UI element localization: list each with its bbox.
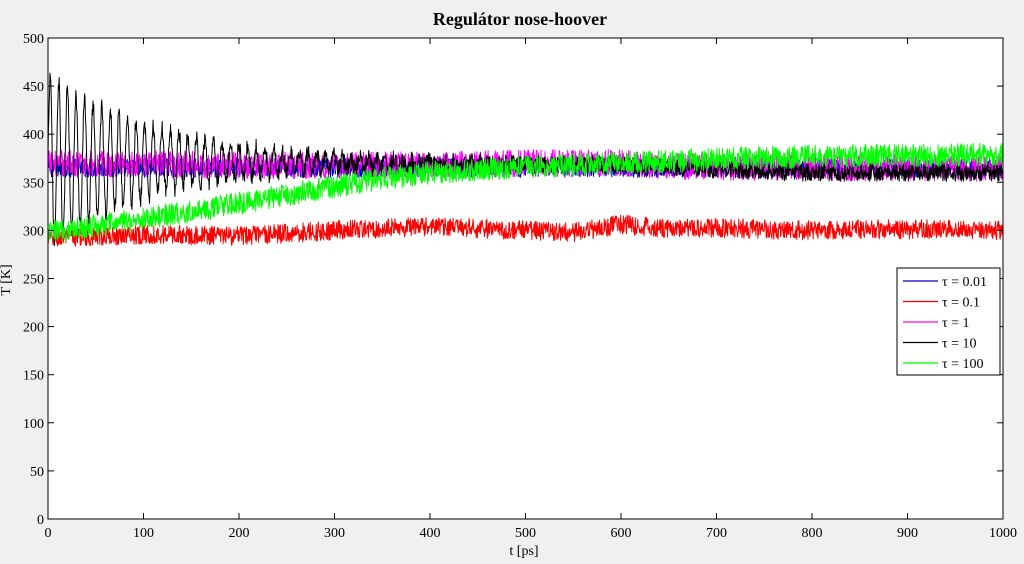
x-axis-label: t [ps] <box>509 544 538 559</box>
y-tick-label: 100 <box>23 417 44 432</box>
y-tick-label: 0 <box>37 513 44 528</box>
series-layer <box>47 72 1004 247</box>
y-tick-label: 350 <box>23 176 44 191</box>
chart-title: Regulátor nose-hoover <box>433 9 607 29</box>
series-line-1 <box>47 214 1004 247</box>
y-axis-label: T [K] <box>0 264 14 295</box>
y-tick-label: 150 <box>23 369 44 384</box>
y-tick-label: 450 <box>23 80 44 95</box>
y-tick-label: 50 <box>30 465 44 480</box>
x-tick-label: 700 <box>706 526 727 541</box>
x-tick-label: 1000 <box>989 526 1017 541</box>
x-tick-label: 600 <box>611 526 632 541</box>
series-line-4 <box>47 142 1004 242</box>
plot-area <box>48 38 1003 519</box>
x-tick-label: 400 <box>420 526 441 541</box>
x-tick-label: 800 <box>802 526 823 541</box>
legend-label-3: τ = 10 <box>942 337 977 352</box>
y-tick-label: 250 <box>23 273 44 288</box>
legend-label-1: τ = 0.1 <box>942 296 980 311</box>
legend-label-0: τ = 0.01 <box>942 275 987 290</box>
x-tick-label: 900 <box>897 526 918 541</box>
legend-label-4: τ = 100 <box>942 357 984 372</box>
x-tick-label: 300 <box>324 526 345 541</box>
x-tick-label: 500 <box>515 526 536 541</box>
legend-label-2: τ = 1 <box>942 316 970 331</box>
x-axis: 0 100 200 300 400 500 600 700 800 900 1000 <box>45 38 1017 541</box>
legend: τ = 0.01 τ = 0.1 τ = 1 τ = 10 τ = 100 <box>896 267 1001 376</box>
legend-items: τ = 0.01 τ = 0.1 τ = 1 τ = 10 τ = 100 <box>903 275 987 372</box>
x-tick-label: 100 <box>133 526 154 541</box>
y-tick-label: 500 <box>23 32 44 47</box>
y-tick-label: 400 <box>23 128 44 143</box>
x-tick-label: 200 <box>229 526 250 541</box>
y-tick-label: 200 <box>23 321 44 336</box>
series-line-3 <box>47 72 1004 247</box>
y-axis: 0 50 100 150 200 250 300 350 400 450 500 <box>23 32 1003 528</box>
y-tick-label: 300 <box>23 224 44 239</box>
x-tick-label: 0 <box>45 526 52 541</box>
